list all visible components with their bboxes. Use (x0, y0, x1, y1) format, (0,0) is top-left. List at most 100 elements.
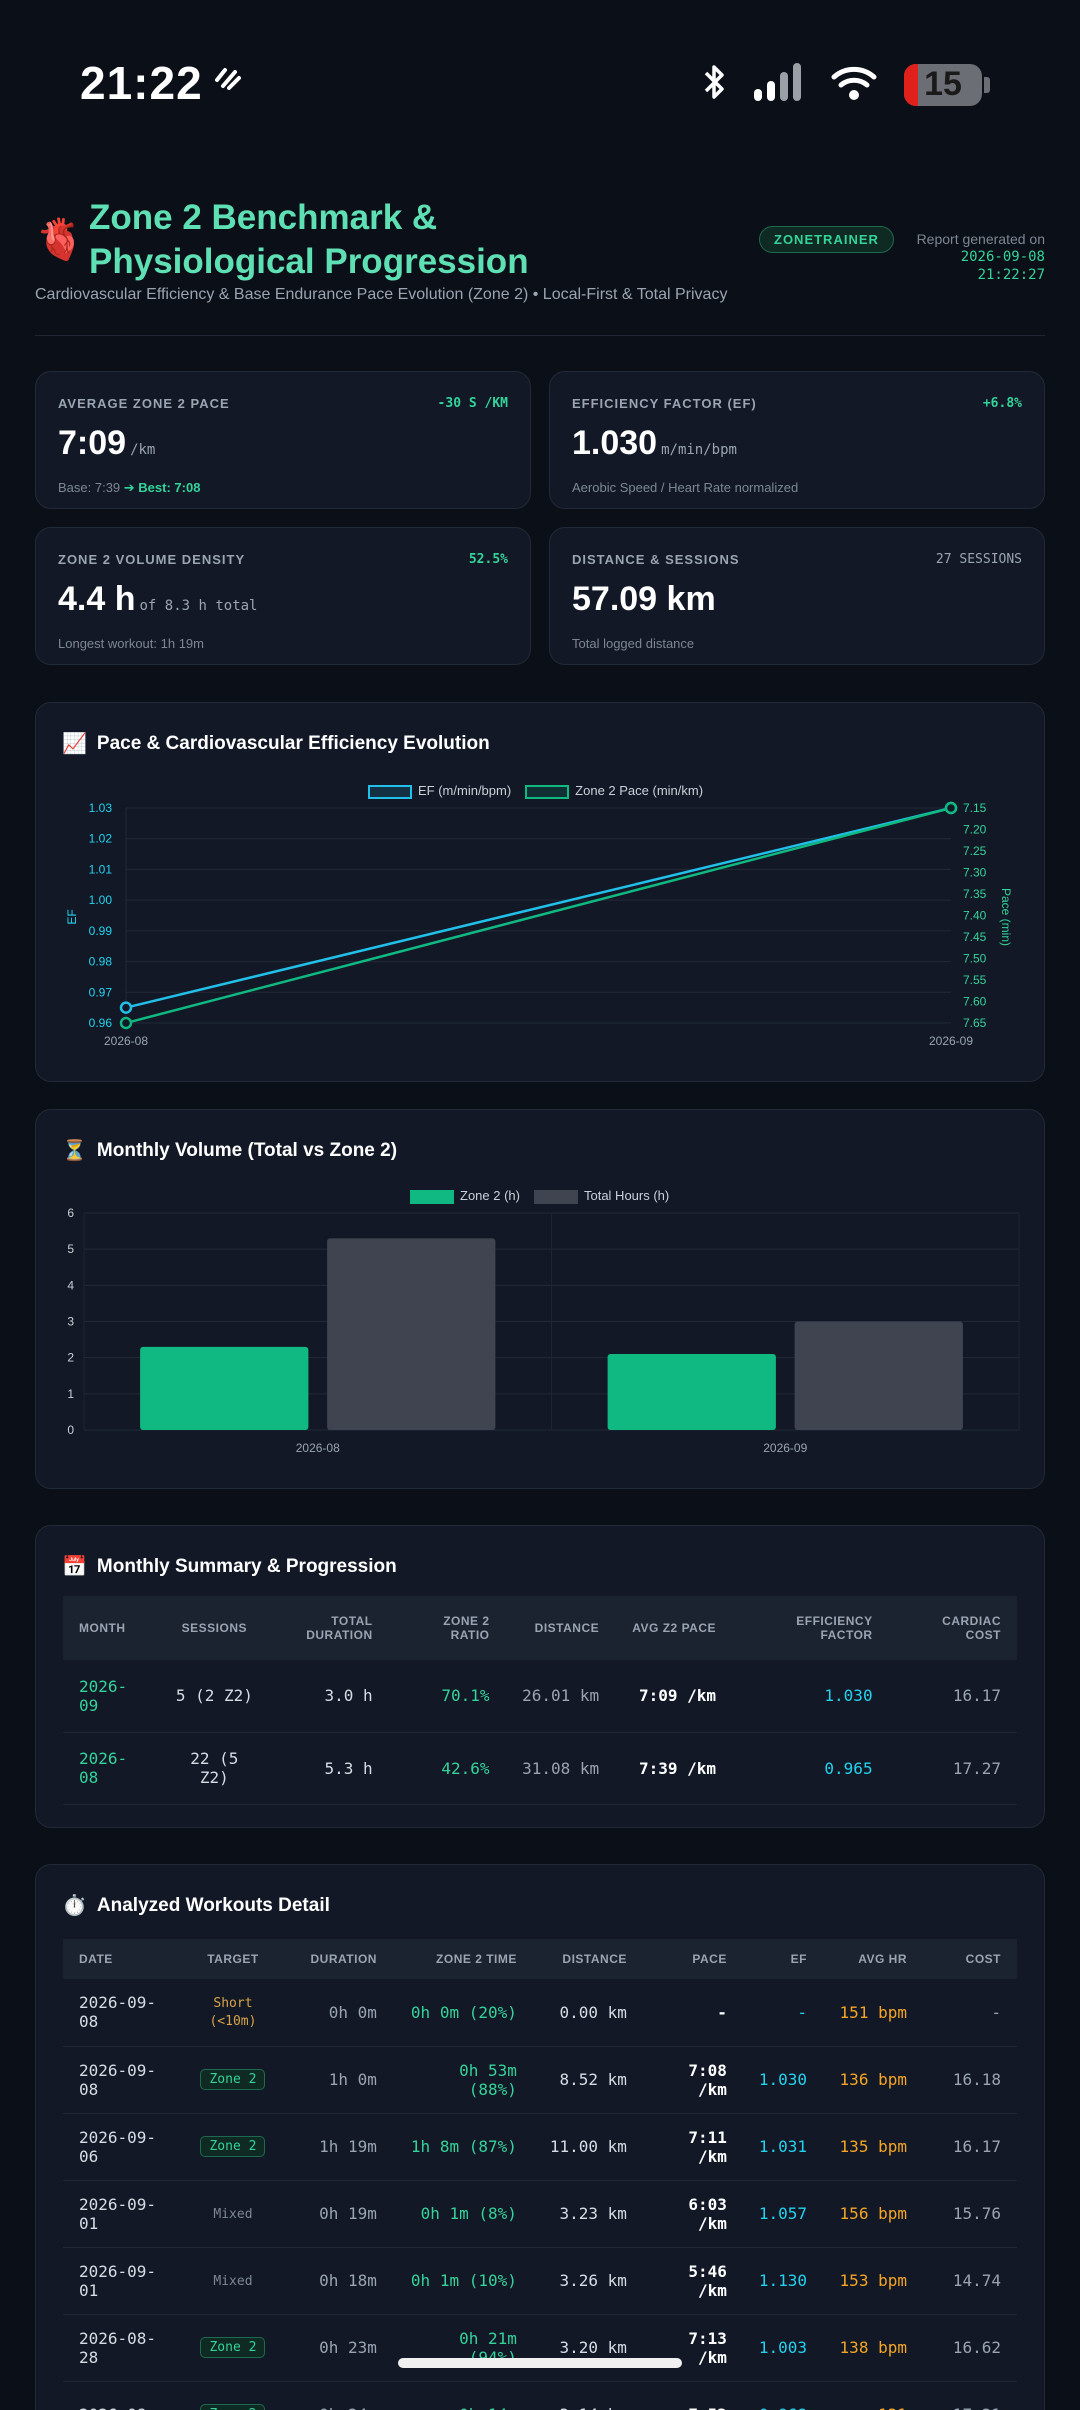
cell-ratio: 70.1% (388, 1660, 506, 1733)
cell-target: Mixed (182, 2247, 283, 2315)
column-header[interactable]: AVG HR (823, 1939, 923, 1979)
x-tick-label: 2026-09 (763, 1441, 807, 1455)
stopwatch-icon: ⏱️ (62, 1895, 87, 1917)
column-header[interactable]: EF (742, 1939, 824, 1979)
bar[interactable] (140, 1346, 309, 1430)
y-tick-right: 7.35 (963, 887, 987, 901)
cell-distance: 3.14 km (532, 2381, 643, 2410)
cell-cost: 14.74 (922, 2247, 1017, 2315)
column-header[interactable]: DISTANCE (505, 1596, 616, 1660)
y-tick: 4 (67, 1278, 74, 1292)
series-line (125, 806, 952, 1009)
table-row[interactable]: 2026-09-01 Mixed 0h 18m 0h 1m (10%) 3.26 km 5… (63, 2247, 1017, 2315)
cell-z2: 0h 0m (20%) (392, 1979, 533, 2047)
kpi-value: 57.09 km (572, 580, 716, 618)
cell-ef: - (742, 1979, 824, 2047)
bar[interactable] (794, 1321, 963, 1431)
y-tick-right: 7.25 (963, 844, 987, 858)
table-row[interactable]: 2026-08- Zone 2 0h 24m0h 14m3.14 km7:520.9… (63, 2381, 1017, 2410)
kpi-delta: +6.8% (982, 396, 1022, 411)
column-header[interactable]: TOTAL DURATION (271, 1596, 389, 1660)
target-tag: Mixed (213, 2273, 253, 2289)
table-row[interactable]: 2026-09-01 Mixed 0h 19m 0h 1m (8%) 3.23 km 6:… (63, 2180, 1017, 2248)
kpi-value: 1.030 m/min/bpm (572, 424, 737, 462)
kpi-card-pace: AVERAGE ZONE 2 PACE -30 S /KM 7:09/km Ba… (35, 371, 531, 509)
y-tick-right: 7.55 (963, 973, 987, 987)
cell-hr: 138 bpm (823, 2314, 923, 2382)
workouts-table: DATE TARGET DURATION ZONE 2 TIME DISTANCE PAC… (63, 1939, 1017, 2410)
heart-icon: 🫀 (35, 218, 85, 262)
cell-date: 2026-09-06 (63, 2113, 183, 2181)
column-header[interactable]: TARGET (182, 1939, 283, 1979)
data-point[interactable] (119, 1016, 133, 1030)
column-header[interactable]: DURATION (282, 1939, 393, 1979)
cell-cost: 16.18 (922, 2046, 1017, 2114)
y-tick: 5 (67, 1242, 74, 1256)
y-tick-right: 7.30 (963, 866, 987, 880)
data-point[interactable] (119, 1001, 133, 1014)
table-row[interactable]: 2026-08 22 (5 Z2) 5.3 h 42.6% 31.08 km 7:39 /… (63, 1732, 1017, 1805)
column-header[interactable]: DISTANCE (532, 1939, 643, 1979)
data-point[interactable] (944, 801, 958, 815)
cell-pace: 7:08 /km (642, 2046, 743, 2114)
y-tick-right: 7.40 (963, 909, 987, 923)
app-notification-icon (213, 66, 243, 97)
pace-ef-chart-card: 📈 Pace & Cardiovascular Efficiency Evolut… (35, 702, 1045, 1082)
chart-legend: EF (m/min/bpm) Zone 2 Pace (min/km) (368, 783, 703, 799)
column-header[interactable]: AVG Z2 PACE (615, 1596, 733, 1660)
column-header[interactable]: PACE (642, 1939, 743, 1979)
y-tick-right: 7.15 (963, 801, 987, 815)
page-subtitle: Cardiovascular Efficiency & Base Enduran… (35, 286, 728, 303)
kpi-value: 4.4 h of 8.3 h total (58, 580, 258, 618)
kpi-card-volume: ZONE 2 VOLUME DENSITY 52.5% 4.4 h of 8.3 … (35, 527, 531, 665)
cell-target: Zone 2 (182, 2113, 283, 2181)
cell-target: Zone 2 (182, 2046, 283, 2114)
cell-hr: 151 bpm (823, 1979, 923, 2047)
cell-ef: 0.965 (732, 1732, 889, 1805)
y-axis-label-left: EF (65, 909, 79, 924)
target-tag: Zone 2 (200, 2337, 266, 2358)
column-header[interactable]: DATE (63, 1939, 183, 1979)
cell-cost: - (922, 1979, 1017, 2047)
cell-duration: 0h 24m (282, 2381, 393, 2410)
hourglass-icon: ⏳ (62, 1140, 87, 1162)
cell-target: Short (<10m) (182, 1979, 283, 2047)
series-line (125, 806, 952, 1025)
cell-sessions: 22 (5 Z2) (156, 1732, 272, 1805)
column-header[interactable]: MONTH (63, 1596, 157, 1660)
home-indicator[interactable] (398, 2358, 682, 2368)
cell-duration: 5.3 h (271, 1732, 389, 1805)
kpi-value: 7:09/km (58, 424, 156, 462)
column-header[interactable]: ZONE 2 RATIO (388, 1596, 506, 1660)
cell-z2: 0h 1m (10%) (392, 2247, 533, 2315)
column-header[interactable]: CARDIAC COST (888, 1596, 1017, 1660)
column-header[interactable]: SESSIONS (156, 1596, 272, 1660)
cell-z2: 0h 53m (88%) (392, 2046, 533, 2114)
cell-z2: 0h 21m (94%) (392, 2314, 533, 2382)
legend-zone2: Zone 2 (h) (410, 1188, 520, 1204)
y-tick-right: 7.20 (963, 823, 987, 837)
table-row[interactable]: 2026-09-08 Zone 2 1h 0m 0h 53m (88%) 8.52 km… (63, 2046, 1017, 2114)
y-tick-left: 0.98 (89, 955, 113, 969)
column-header[interactable]: COST (922, 1939, 1017, 1979)
table-row[interactable]: 2026-09-08 Short (<10m) 0h 0m 0h 0m (20%) 0.… (63, 1979, 1017, 2047)
column-header[interactable]: EFFICIENCY FACTOR (732, 1596, 889, 1660)
cell-cost: 16.17 (922, 2113, 1017, 2181)
table-row[interactable]: 2026-09 5 (2 Z2) 3.0 h 70.1% 26.01 km 7:09 /k… (63, 1660, 1017, 1733)
legend-total: Total Hours (h) (533, 1188, 669, 1204)
volume-chart-card: ⏳ Monthly Volume (Total vs Zone 2) Zone 2… (35, 1109, 1045, 1489)
cell-pace: - (642, 1979, 743, 2047)
app-badge: ZONETRAINER (759, 226, 894, 253)
kpi-footnote: Longest workout: 1h 19m (58, 636, 204, 651)
column-header[interactable]: ZONE 2 TIME (392, 1939, 533, 1979)
cell-date: 2026-09-08 (63, 1979, 183, 2047)
bar[interactable] (607, 1354, 776, 1430)
pace-ef-line-chart: 1.03 1.02 1.01 1.00 0.99 0.98 0.97 0.96 7.15 7.2… (65, 801, 1013, 1048)
cell-date: 2026-09-01 (63, 2180, 183, 2248)
table-row[interactable]: 2026-08-28 Zone 2 0h 23m 0h 21m (94%) 3.20 k… (63, 2314, 1017, 2382)
cell-hr: 136 bpm (823, 2046, 923, 2114)
table-row[interactable]: 2026-09-06 Zone 2 1h 19m 1h 8m (87%) 11.00 k… (63, 2113, 1017, 2181)
kpi-label: ZONE 2 VOLUME DENSITY (58, 552, 246, 567)
bar[interactable] (327, 1238, 496, 1430)
kpi-label: DISTANCE & SESSIONS (572, 552, 740, 567)
